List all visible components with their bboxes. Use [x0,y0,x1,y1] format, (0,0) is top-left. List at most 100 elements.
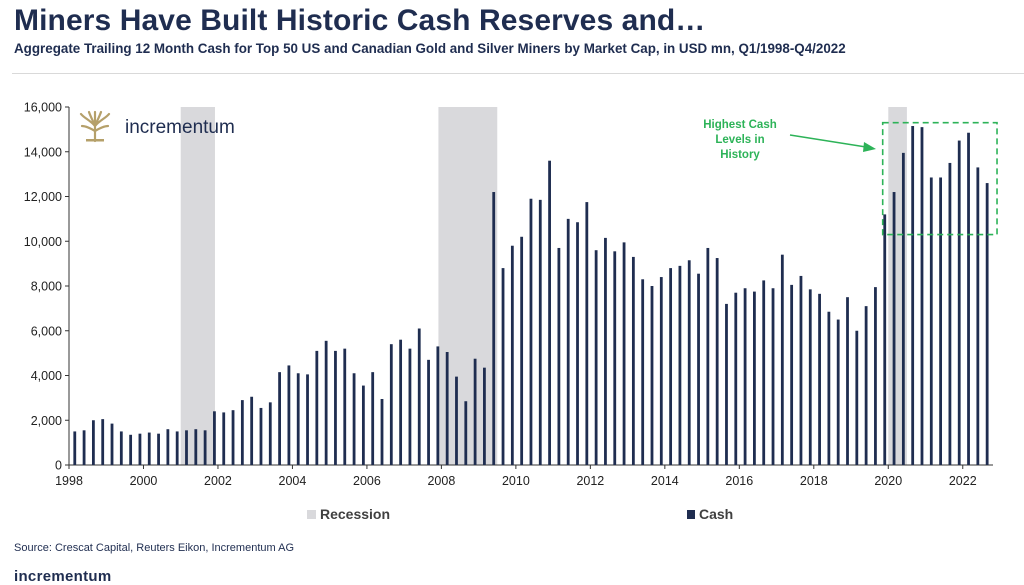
cash-bars [73,126,989,466]
chart-subtitle: Aggregate Trailing 12 Month Cash for Top… [14,41,846,56]
cash-bar [417,328,421,465]
cash-bar [82,430,86,465]
cash-bar [557,247,561,465]
cash-bar [427,359,430,465]
cash-bar [790,284,794,465]
cash-bar [259,407,263,465]
cash-bar [250,396,254,465]
legend: Recession Cash [307,506,733,522]
cash-bar [762,280,766,465]
cash-bar [203,430,207,465]
cash-bar [585,202,589,465]
cash-bar [361,385,365,465]
cash-bar [715,258,719,465]
cash-bar [631,256,635,465]
cash-bar [138,433,142,465]
y-tick-label: 4,000 [31,369,62,383]
cash-bar [622,242,626,465]
cash-bar [222,412,226,465]
cash-bar [967,132,970,465]
cash-bar [911,126,915,466]
cash-bar [799,275,803,465]
annotation-arrowhead [863,142,876,152]
cash-bar [706,247,710,465]
legend-recession-swatch [307,510,316,519]
cash-bar [985,183,989,465]
cash-bar [501,268,505,465]
cash-bar [166,429,170,465]
cash-bar [697,273,700,465]
cash-bar [753,291,756,465]
cash-bar [352,373,356,465]
cash-bar [175,431,179,465]
cash-bar [641,279,645,465]
cash-bar [725,303,728,465]
y-tick-label: 16,000 [24,101,62,115]
cash-bar [780,254,784,465]
highest-cash-annotation: Highest Cash Levels in History [703,119,998,236]
cash-bar [483,367,486,465]
cash-bar [659,277,663,465]
annotation-arrow-line [789,134,867,148]
cash-bar [408,348,412,465]
cash-bar [734,292,738,465]
legend-cash-swatch [687,510,695,519]
cash-bar [538,199,542,465]
annotation-line-2: Levels in [715,134,764,146]
cash-bar [324,340,328,465]
cash-bar [743,288,747,465]
cash-bar [948,162,952,465]
cash-bar [343,348,347,465]
cash-bar [892,192,896,465]
cash-bar [808,289,812,465]
x-tick-label: 2004 [279,474,307,488]
cash-bar [687,260,691,465]
x-tick-label: 2012 [576,474,604,488]
chart-title: Miners Have Built Historic Cash Reserves… [14,4,706,37]
cash-bar [464,401,468,465]
brand-logo-text: incrementum [125,117,235,138]
annotation-line-3: History [720,149,760,161]
cash-bar [389,344,393,465]
cash-bar [492,192,496,465]
header-divider [12,73,1024,74]
x-tick-label: 2006 [353,474,381,488]
cash-bar [231,410,235,465]
highest-cash-box [881,121,998,236]
cash-bar [445,352,449,465]
cash-bar [976,167,980,465]
cash-bar [846,297,849,465]
cash-bar [576,222,579,465]
cash-bar [827,311,831,465]
cash-bar [929,177,933,465]
cash-bar [73,431,77,465]
cash-bar [268,402,272,465]
x-tick-label: 2018 [800,474,828,488]
tree-logo-icon [79,110,111,143]
annotation-line-1: Highest Cash [703,119,777,131]
cash-bar [334,350,337,465]
cash-bar [287,365,291,465]
x-tick-label: 2014 [651,474,679,488]
cash-bar [669,268,673,465]
cash-bar [473,358,477,465]
cash-bar [920,127,924,465]
cash-bar [157,433,160,465]
x-tick-label: 2016 [725,474,753,488]
cash-bar [399,339,403,465]
cash-bar [91,420,95,465]
cash-bar [101,419,105,465]
y-tick-label: 12,000 [24,190,62,204]
cash-bar [548,160,551,465]
y-tick-label: 10,000 [24,235,62,249]
y-tick-label: 2,000 [31,414,62,428]
footer-logo: incrementum [14,568,112,585]
cash-bar [306,374,309,465]
cash-bar [510,245,514,465]
cash-bar [380,398,384,465]
source-note: Source: Crescat Capital, Reuters Eikon, … [14,542,295,554]
y-tick-label: 14,000 [24,145,62,159]
cash-bar [436,346,440,465]
cash-bar [836,319,840,465]
